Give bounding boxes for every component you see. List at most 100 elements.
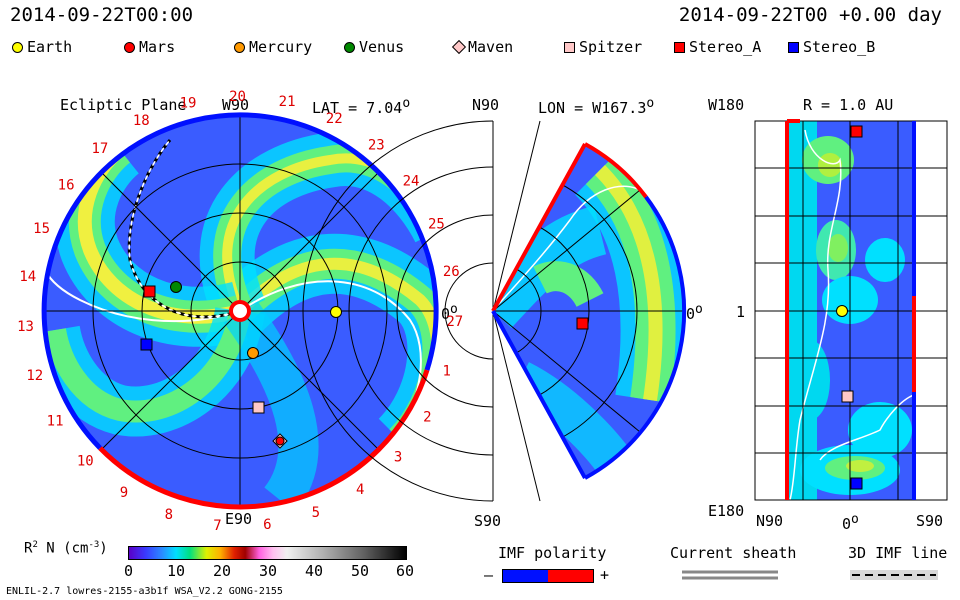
mars-marker-icon [124,41,135,53]
legend-item-stereo-a: Stereo_A [674,38,761,56]
ecliptic-plot [41,112,439,510]
stereo-b-marker [850,477,863,490]
ecliptic-lat: LAT = 7.04o [312,96,411,117]
earth-marker [836,305,848,317]
day-label: 20 [229,89,246,105]
imf-minus-label: – [484,566,494,584]
legend-item-spitzer: Spitzer [564,38,642,56]
legend-item-mars: Mars [124,38,175,56]
radial-mid-label: 1 [736,303,746,321]
stereo-b-marker [140,338,153,351]
current-sheath-title: Current sheath [670,544,797,562]
day-label: 1 [442,363,450,379]
ecliptic-bottom-label: E90 [225,510,253,528]
radial-title: R = 1.0 AU [803,96,894,114]
colorbar-label: R2 N (cm-3) [24,540,108,557]
mercury-marker [247,347,259,359]
day-label: 8 [165,507,173,523]
day-label: 11 [47,414,64,430]
legend-item-earth: Earth [12,38,72,56]
current-sheath-legend-icon [682,570,778,580]
day-label: 24 [403,174,420,190]
colorbar-tick: 50 [351,562,370,580]
day-label: 9 [120,485,128,501]
legend-item-maven: Maven [451,38,514,56]
colorbar-tick: 0 [124,562,134,580]
day-label: 14 [19,269,36,285]
spitzer-marker [252,401,265,414]
day-label: 5 [312,505,320,521]
day-label: 15 [33,221,50,237]
legend-label: Venus [359,38,405,56]
colorbar-tick: 60 [396,562,415,580]
imf-3d-line-legend-icon [850,570,938,580]
day-label: 13 [17,319,34,335]
colorbar-tick: 20 [213,562,232,580]
model-info: ENLIL-2.7 lowres-2155-a3b1f WSA_V2.2 GON… [6,586,283,597]
day-label: 7 [213,518,221,534]
meridional-right-label: 0o [686,302,703,323]
legend-label: Stereo_B [803,38,876,56]
legend-label: Mars [139,38,176,56]
legend-item-mercury: Mercury [234,38,312,56]
meridional-bottom-label: S90 [474,512,502,530]
legend-item-venus: Venus [344,38,404,56]
run-time: 2014-09-22T00 +0.00 day [678,4,942,26]
legend-label: Maven [468,38,514,56]
imf-3d-line-title: 3D IMF line [848,544,948,562]
ecliptic-top-label: W90 [222,96,250,114]
spitzer-marker [841,390,854,403]
sun-icon [229,300,251,322]
radial-top-label: W180 [708,96,745,114]
legend-label: Spitzer [579,38,643,56]
day-label: 2 [423,409,431,425]
day-label: 19 [180,95,197,111]
stereo-a-marker [143,285,156,298]
day-label: 6 [263,517,271,533]
day-label: 23 [368,138,385,154]
day-label: 12 [26,368,43,384]
day-label: 26 [443,264,460,280]
earth-marker [330,306,342,318]
colorbar-tick: 30 [259,562,278,580]
day-label: 3 [394,450,402,466]
radial-plot [754,119,948,501]
colorbar-tick: 10 [167,562,186,580]
legend-label: Mercury [249,38,313,56]
imf-polarity-bar [502,569,594,583]
day-label: 18 [133,113,150,129]
legend: Earth Mars Mercury Venus Maven Spitzer S… [12,38,952,58]
ecliptic-title: Ecliptic Plane [60,96,187,114]
imf-polarity-title: IMF polarity [498,544,607,562]
mars-marker [275,436,285,446]
day-label: 27 [446,314,463,330]
radial-x-right: S90 [916,512,944,530]
imf-plus-label: + [600,566,610,584]
colorbar-tick: 40 [305,562,324,580]
radial-x-left: N90 [756,512,784,530]
colorbar-ticks: 0 10 20 30 40 50 60 [122,562,422,580]
density-colorbar [128,546,407,560]
day-label: 21 [279,94,296,110]
day-label: 10 [77,453,94,469]
stereo-b-marker-icon [788,41,799,53]
legend-item-stereo-b: Stereo_B [788,38,875,56]
stereo-a-marker-icon [674,41,685,53]
spitzer-marker-icon [564,41,575,53]
day-label: 4 [356,482,364,498]
earth-marker-icon [12,41,23,53]
legend-label: Stereo_A [689,38,762,56]
meridional-title: LON = W167.3o [538,96,655,117]
day-label: 22 [326,111,343,127]
day-labels: 19 20 212223242526271234567891011121314151… [17,89,463,534]
venus-marker-icon [344,41,355,53]
day-label: 17 [91,141,108,157]
radial-x-mid: 0o [842,512,859,533]
stereo-a-marker [576,317,589,330]
day-label: 16 [58,178,75,194]
radial-bottom-label: E180 [708,502,745,520]
stereo-a-marker [850,125,863,138]
legend-label: Earth [27,38,73,56]
day-label: 25 [428,217,445,233]
